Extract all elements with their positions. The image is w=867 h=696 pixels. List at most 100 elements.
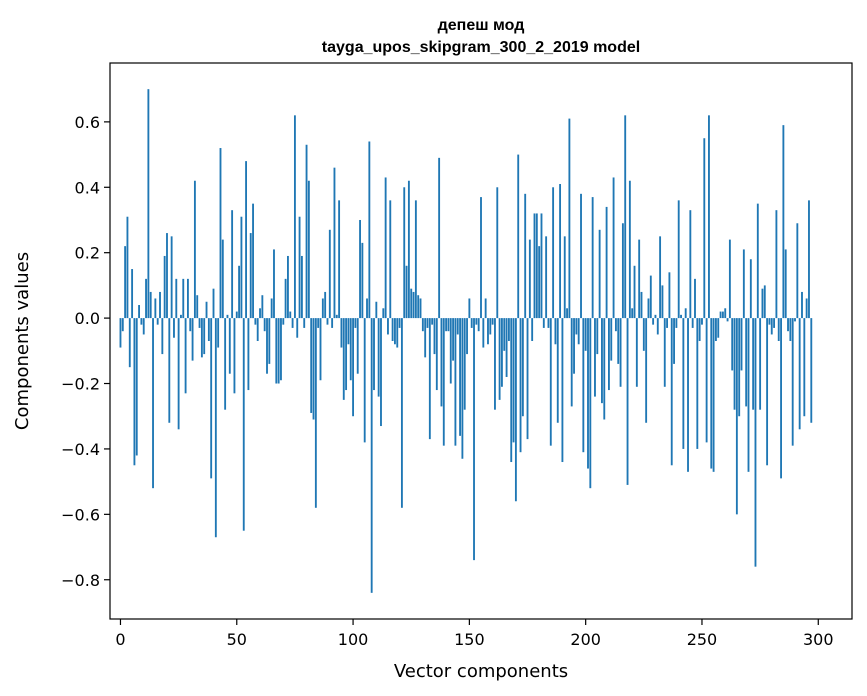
y-tick-label: −0.6 <box>61 505 100 524</box>
bar <box>454 318 457 446</box>
bar <box>633 265 636 319</box>
bar <box>696 318 699 449</box>
bar <box>782 125 785 319</box>
bar <box>175 278 178 319</box>
bar <box>708 115 710 319</box>
bar <box>463 318 466 410</box>
bar <box>524 193 527 319</box>
bar <box>287 255 289 319</box>
bar <box>166 233 168 319</box>
bar <box>266 318 268 374</box>
x-axis-ticks: 0 50 100 150 200 250 300 <box>115 619 834 649</box>
bar <box>340 318 343 348</box>
bar <box>198 318 201 328</box>
bar <box>687 318 689 472</box>
bar <box>784 249 787 319</box>
bar <box>240 216 243 319</box>
bar <box>354 318 357 328</box>
bar <box>768 318 771 325</box>
bar <box>305 144 308 319</box>
bar <box>789 318 792 341</box>
y-axis-ticks: −0.8 −0.6 −0.4 −0.2 0.0 0.2 0.4 0.6 <box>61 113 110 590</box>
bar <box>545 236 548 319</box>
bar <box>387 318 389 335</box>
bar <box>431 318 434 325</box>
bar <box>470 318 473 328</box>
bar <box>277 318 280 384</box>
y-tick-label: −0.2 <box>61 375 100 394</box>
bar <box>133 318 136 466</box>
bar <box>356 318 359 374</box>
bar <box>398 318 401 328</box>
y-tick-label: 0.2 <box>75 244 100 263</box>
bar <box>324 291 327 319</box>
bar <box>563 236 566 319</box>
bar <box>601 318 603 404</box>
bar <box>242 318 245 531</box>
bar <box>247 318 250 391</box>
bar <box>477 318 480 332</box>
bar <box>682 318 685 449</box>
bar <box>791 318 794 446</box>
bar <box>400 318 403 508</box>
bar <box>333 167 336 319</box>
bar <box>677 200 680 319</box>
bar <box>319 318 322 381</box>
bar <box>580 193 582 319</box>
bar <box>249 233 252 319</box>
bar <box>307 180 310 319</box>
bar <box>417 295 420 319</box>
bar <box>396 318 399 348</box>
bar <box>794 318 796 322</box>
x-tick-label: 100 <box>338 630 369 649</box>
bar <box>605 206 608 319</box>
bar <box>147 89 150 319</box>
bar <box>275 318 278 384</box>
bar <box>566 308 568 319</box>
bar <box>719 311 722 319</box>
bar <box>445 318 448 332</box>
bar <box>256 318 259 341</box>
bar <box>168 318 171 423</box>
bar <box>521 318 524 417</box>
bar <box>345 318 348 391</box>
bar <box>363 318 366 443</box>
bar <box>359 219 361 319</box>
bar <box>238 265 241 319</box>
bar <box>589 318 592 489</box>
bar <box>142 318 145 335</box>
bar <box>805 298 808 319</box>
bar <box>761 288 764 319</box>
bar <box>705 318 708 443</box>
bar <box>377 318 380 397</box>
bar <box>475 318 478 325</box>
bar <box>138 305 140 319</box>
bar <box>587 318 589 469</box>
x-tick-label: 50 <box>227 630 247 649</box>
bar <box>261 295 264 319</box>
bar <box>612 177 615 319</box>
bar <box>542 318 545 328</box>
bar <box>200 318 203 358</box>
x-tick-label: 250 <box>687 630 718 649</box>
bar <box>435 318 438 391</box>
bar <box>124 246 127 319</box>
bar <box>459 318 461 436</box>
y-tick-label: 0.6 <box>75 113 100 132</box>
bar <box>561 318 564 463</box>
bar <box>177 318 180 430</box>
x-tick-label: 300 <box>803 630 834 649</box>
bar <box>526 318 529 440</box>
bar <box>447 318 450 332</box>
bar <box>440 318 443 407</box>
bar <box>270 298 273 319</box>
bar <box>328 229 331 319</box>
bar <box>745 318 748 407</box>
bar <box>614 318 617 332</box>
x-tick-label: 0 <box>115 630 125 649</box>
bar <box>207 318 210 341</box>
bar <box>635 318 638 387</box>
bar <box>582 318 585 453</box>
bar <box>196 295 199 319</box>
